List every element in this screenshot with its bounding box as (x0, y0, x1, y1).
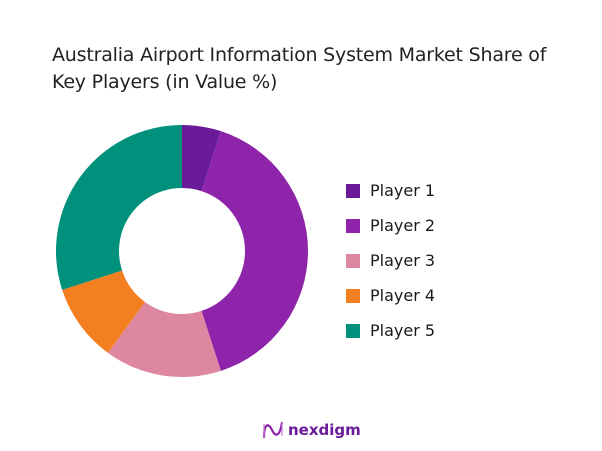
logo-text: nexdigm (288, 421, 361, 439)
chart-title-line-1: Australia Airport Information System Mar… (52, 44, 547, 66)
legend-swatch (346, 253, 360, 268)
legend-label: Player 5 (370, 321, 436, 340)
legend-item-player-4: Player 4 (346, 278, 435, 313)
legend-label: Player 3 (370, 251, 436, 270)
donut-slices (55, 125, 309, 378)
legend-label: Player 2 (370, 216, 436, 235)
legend-item-player-3: Player 3 (346, 243, 435, 278)
nexdigm-logo: nexdigm (262, 420, 361, 440)
donut-slice-player-5 (55, 125, 182, 290)
chart-title-line-2: Key Players (in Value %) (52, 71, 278, 93)
legend-swatch (346, 183, 360, 198)
chart-legend: Player 1 Player 2 Player 3 Player 4 Play… (346, 173, 435, 348)
legend-label: Player 4 (370, 286, 436, 305)
legend-item-player-1: Player 1 (346, 173, 435, 208)
legend-item-player-5: Player 5 (346, 313, 435, 348)
legend-item-player-2: Player 2 (346, 208, 435, 243)
chart-title: Australia Airport Information System Mar… (52, 42, 582, 96)
donut-slice-player-2 (201, 131, 309, 371)
legend-swatch (346, 288, 360, 303)
legend-swatch (346, 323, 360, 338)
legend-swatch (346, 218, 360, 233)
donut-slice-player-1 (182, 125, 221, 192)
legend-label: Player 1 (370, 181, 436, 200)
donut-slice-player-4 (62, 270, 145, 353)
donut-slice-player-3 (107, 301, 221, 378)
nexdigm-wave-icon (262, 421, 284, 439)
